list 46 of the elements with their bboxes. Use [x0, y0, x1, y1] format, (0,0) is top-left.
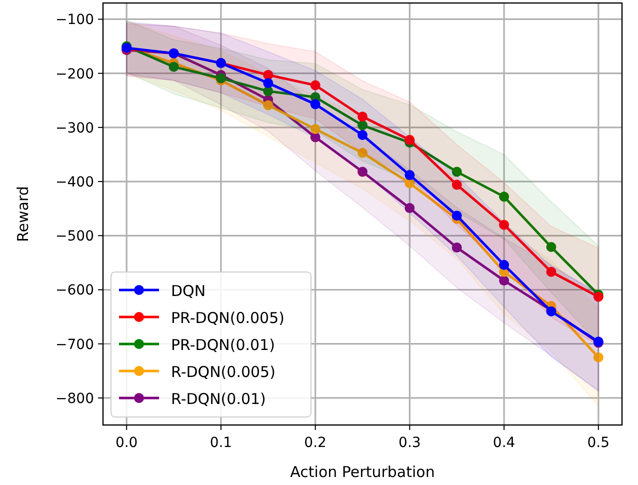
point [404, 203, 415, 214]
point [499, 276, 510, 286]
legend-label: PR-DQN(0.005) [171, 309, 284, 327]
point [404, 170, 415, 180]
y-tick-label: −200 [56, 66, 94, 82]
x-tick-label: 0.2 [304, 435, 326, 451]
point [310, 80, 320, 90]
point [546, 242, 556, 252]
y-tick-label: −400 [56, 174, 94, 191]
point [263, 78, 274, 88]
x-tick-label: 0.1 [210, 435, 232, 451]
point [546, 266, 556, 277]
point [358, 130, 368, 140]
point [310, 124, 320, 134]
y-tick-label: −600 [56, 282, 94, 299]
point [263, 100, 274, 110]
point [168, 62, 179, 72]
x-tick-label: 0.3 [398, 435, 421, 451]
y-tick-label: −100 [56, 12, 94, 28]
point [499, 260, 510, 270]
x-axis-title: Action Perturbation [290, 463, 435, 481]
point [358, 112, 368, 122]
point [452, 166, 462, 177]
x-tick-label: 0.4 [492, 435, 516, 451]
y-tick-label: −800 [56, 390, 94, 407]
point [358, 166, 368, 177]
y-tick-label: −700 [56, 336, 94, 353]
point [358, 148, 368, 158]
point [452, 242, 462, 253]
legend-label: PR-DQN(0.01) [171, 336, 275, 354]
legend-label: DQN [171, 282, 206, 300]
x-tick-label: 0.5 [587, 435, 610, 451]
x-tick-label: 0.0 [115, 435, 138, 451]
y-tick-label: −500 [56, 228, 94, 245]
point [499, 192, 510, 202]
legend-label: R-DQN(0.005) [171, 363, 276, 381]
point [358, 120, 368, 130]
point [593, 352, 604, 362]
point [452, 180, 462, 190]
y-axis-title: Reward [14, 186, 32, 242]
point [452, 210, 462, 221]
point [310, 99, 320, 110]
point [404, 134, 415, 145]
legend-label: R-DQN(0.01) [171, 390, 266, 408]
y-tick-label: −300 [56, 120, 94, 136]
point [499, 220, 510, 230]
